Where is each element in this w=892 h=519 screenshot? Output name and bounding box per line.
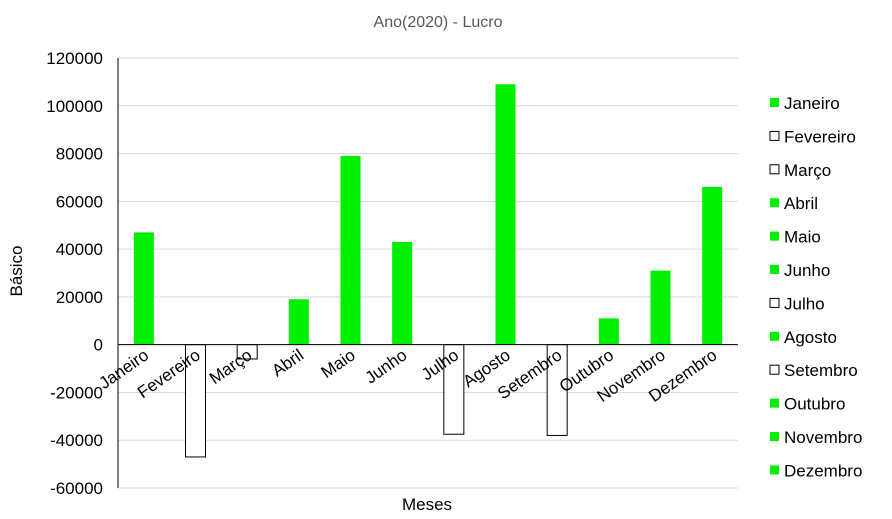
legend-swatch xyxy=(769,297,780,308)
gridlines xyxy=(118,57,738,489)
x-axis-label: Meses xyxy=(402,495,452,514)
legend-label: Maio xyxy=(784,228,821,247)
legend-swatch xyxy=(770,331,779,341)
legend-swatch xyxy=(770,231,779,241)
legend-swatch xyxy=(770,432,779,441)
legend-swatch xyxy=(769,164,780,175)
category-label: Maio xyxy=(318,345,359,382)
legend-label: Fevereiro xyxy=(784,127,856,146)
y-tick-label: 20000 xyxy=(56,288,103,307)
legend-swatch xyxy=(770,198,779,208)
bar-novembro xyxy=(650,270,671,345)
legend-label: Março xyxy=(784,161,831,180)
legend-label: Setembro xyxy=(784,361,858,380)
legend-label: Outubro xyxy=(784,395,845,414)
legend-label: Janeiro xyxy=(784,94,840,113)
legend-label: Junho xyxy=(784,261,830,280)
bar-outubro xyxy=(598,318,619,345)
y-tick-label: -20000 xyxy=(50,383,103,402)
axes xyxy=(117,58,738,488)
y-tick-label: 80000 xyxy=(56,145,103,164)
y-axis-label: Básico xyxy=(7,245,26,296)
y-tick-label: 40000 xyxy=(56,240,103,259)
bar-agosto xyxy=(495,84,516,345)
bar-dezembro xyxy=(702,187,723,345)
legend-swatch xyxy=(770,98,779,107)
bar-abril xyxy=(288,299,309,345)
y-tick-label: 0 xyxy=(94,336,103,355)
y-tick-label: -40000 xyxy=(50,431,103,450)
legend-label: Agosto xyxy=(784,328,837,347)
bar-janeiro xyxy=(133,232,154,345)
legend-swatch xyxy=(770,465,779,475)
category-label: Junho xyxy=(362,345,411,387)
legend-label: Julho xyxy=(784,294,825,313)
legend-swatch xyxy=(770,398,779,408)
y-tick-label: 100000 xyxy=(46,97,103,116)
y-tick-label: 120000 xyxy=(46,49,103,68)
legend-swatch xyxy=(770,265,779,274)
category-label: Abril xyxy=(268,345,307,380)
legend-swatch xyxy=(769,130,780,141)
y-tick-label: 60000 xyxy=(56,192,103,211)
category-label: Março xyxy=(206,345,256,388)
y-tick-label: -60000 xyxy=(50,479,103,498)
legend-label: Abril xyxy=(784,194,818,213)
bar-junho xyxy=(392,241,413,345)
bars xyxy=(133,84,723,458)
y-tick-labels: 120000 100000 80000 60000 40000 20000 0 -20000 -… xyxy=(46,49,103,498)
bar-maio xyxy=(340,155,361,345)
legend-swatch xyxy=(769,364,780,375)
legend-label: Novembro xyxy=(784,428,862,447)
legend-label: Dezembro xyxy=(784,461,862,480)
chart-title: Ano(2020) - Lucro xyxy=(374,14,503,31)
legend: Janeiro Fevereiro Março Abril Maio Junho Julho… xyxy=(769,94,862,480)
